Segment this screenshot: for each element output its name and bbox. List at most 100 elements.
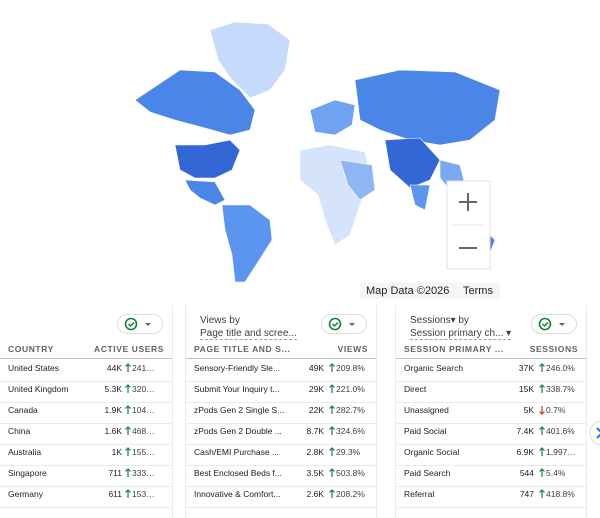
row-change: 338.7% xyxy=(546,384,575,394)
attribution-bg xyxy=(360,282,500,299)
row-change: 0.7% xyxy=(546,405,566,415)
row-change: 320… xyxy=(132,384,155,394)
trend-arrow xyxy=(328,468,336,478)
row-value: 2.6K xyxy=(306,489,325,499)
row-divider xyxy=(0,486,172,487)
land xyxy=(134,21,501,283)
card-subtitle[interactable]: Session primary ch... ▾ xyxy=(410,328,512,340)
row-divider xyxy=(0,402,172,403)
row-change: 221.0% xyxy=(336,384,365,394)
table-card: Sessions▾ by Session primary ch... ▾ SESSI… xyxy=(395,305,587,518)
row-divider xyxy=(396,444,586,445)
arrow-icon xyxy=(329,405,335,414)
row-divider xyxy=(396,381,586,382)
row-change: 153… xyxy=(132,489,155,499)
header-divider xyxy=(0,358,172,359)
row-divider xyxy=(186,507,376,508)
row-value: 29K xyxy=(308,384,324,394)
row-change: 241… xyxy=(132,363,155,373)
check-icon xyxy=(328,317,355,331)
trend-arrow xyxy=(538,489,546,499)
card-title: Sessions▾ by xyxy=(410,315,469,326)
row-value: 1K xyxy=(111,447,122,457)
row-name: Paid Search xyxy=(404,468,451,478)
arrow-icon xyxy=(539,489,545,498)
trend-arrow xyxy=(124,405,132,415)
row-name: Organic Social xyxy=(404,447,460,457)
row-value: 711 xyxy=(108,468,122,478)
row-name: Referral xyxy=(404,489,435,499)
arrow-icon xyxy=(329,363,335,372)
arrow-icon xyxy=(539,406,545,415)
arrow-icon xyxy=(329,384,335,393)
trend-arrow xyxy=(124,363,132,373)
arrow-icon xyxy=(125,468,131,477)
row-name: Paid Social xyxy=(404,426,447,436)
row-value: 8.7K xyxy=(306,426,325,436)
trend-arrow xyxy=(328,447,336,457)
row-divider xyxy=(186,423,376,424)
trend-arrow xyxy=(328,384,336,394)
row-name: Direct xyxy=(404,384,427,394)
column-header: ACTIVE USERS xyxy=(93,344,164,354)
check-icon xyxy=(124,317,151,331)
row-divider xyxy=(0,507,172,508)
row-change: 29.3% xyxy=(336,447,361,457)
row-name: Singapore xyxy=(8,468,47,478)
table-card: Views by Page title and scree... PAGE TITL… xyxy=(185,305,377,518)
table-card: COUNTRY ACTIVE USERS United States 44K 241… U… xyxy=(0,305,173,518)
row-name: United Kingdom xyxy=(8,384,69,394)
trend-arrow xyxy=(124,426,132,436)
row-divider xyxy=(186,402,376,403)
row-value: 37K xyxy=(518,363,534,373)
arrow-icon xyxy=(125,363,131,372)
row-name: Innovative & Comfort... xyxy=(194,489,281,499)
world-map: Map Data ©2026 Terms xyxy=(134,21,501,299)
row-change: 324.6% xyxy=(336,426,365,436)
row-name: zPods Gen 2 Single S... xyxy=(194,405,285,415)
row-name: China xyxy=(8,426,31,436)
compare-toggle[interactable] xyxy=(117,314,163,334)
column-header: SESSIONS xyxy=(529,344,578,354)
card-subtitle[interactable]: Page title and scree... xyxy=(200,328,297,340)
row-name: Germany xyxy=(8,489,43,499)
trend-arrow xyxy=(328,405,336,415)
zoom-in[interactable] xyxy=(459,193,477,211)
arrow-icon xyxy=(539,363,545,372)
trend-arrow xyxy=(538,447,546,457)
row-divider xyxy=(396,402,586,403)
row-name: Canada xyxy=(8,405,38,415)
arrow-icon xyxy=(125,405,131,414)
trend-arrow xyxy=(538,426,546,436)
arrow-icon xyxy=(125,426,131,435)
compare-toggle[interactable] xyxy=(321,314,367,334)
row-change: 1,997… xyxy=(546,447,576,457)
row-value: 2.8K xyxy=(306,447,325,457)
row-value: 15K xyxy=(518,384,534,394)
row-divider xyxy=(186,465,376,466)
row-value: 49K xyxy=(308,363,324,373)
column-header: PAGE TITLE AND S... xyxy=(194,344,291,354)
row-value: 44K xyxy=(106,363,122,373)
compare-toggle[interactable] xyxy=(531,314,577,334)
row-value: 544 xyxy=(519,468,534,478)
row-name: Submit Your Inquiry t... xyxy=(194,384,280,394)
arrow-icon xyxy=(539,468,545,477)
row-change: 282.7% xyxy=(336,405,365,415)
row-name: Australia xyxy=(8,447,42,457)
row-value: 1.6K xyxy=(104,426,123,436)
arrow-icon xyxy=(329,447,335,456)
terms-link[interactable]: Terms xyxy=(463,285,493,297)
row-change: 209.8% xyxy=(336,363,365,373)
map-attribution: Map Data ©2026 xyxy=(366,285,449,297)
trend-arrow xyxy=(538,384,546,394)
row-change: 155… xyxy=(132,447,155,457)
row-value: 6.9K xyxy=(516,447,535,457)
next-button[interactable] xyxy=(588,420,600,446)
arrow-icon xyxy=(329,468,335,477)
row-divider xyxy=(396,423,586,424)
trend-arrow xyxy=(538,405,546,415)
row-change: 246.0% xyxy=(546,363,575,373)
row-name: Sensory-Friendly Sle... xyxy=(194,363,280,373)
